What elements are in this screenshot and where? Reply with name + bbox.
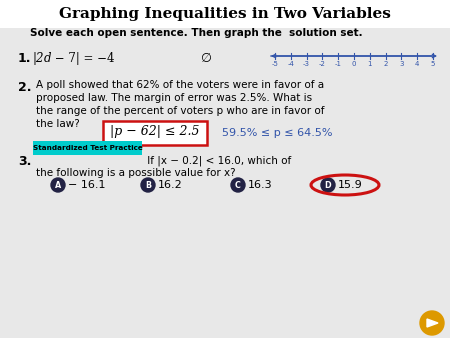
Text: 3: 3 [399, 61, 404, 67]
Text: 2.: 2. [18, 81, 32, 94]
Text: C: C [235, 180, 241, 190]
Text: ∅: ∅ [200, 52, 211, 65]
Text: 16.2: 16.2 [158, 180, 183, 190]
Text: A poll showed that 62% of the voters were in favor of a: A poll showed that 62% of the voters wer… [36, 80, 324, 90]
Text: Graphing Inequalities in Two Variables: Graphing Inequalities in Two Variables [59, 7, 391, 21]
Text: -3: -3 [303, 61, 310, 67]
Text: |2: |2 [32, 52, 44, 65]
Polygon shape [427, 319, 438, 327]
Text: − 7| = −4: − 7| = −4 [51, 52, 114, 65]
Circle shape [420, 311, 444, 335]
Text: -1: -1 [335, 61, 342, 67]
Text: 5: 5 [431, 61, 435, 67]
Text: 59.5% ≤ p ≤ 64.5%: 59.5% ≤ p ≤ 64.5% [222, 128, 333, 138]
Text: 1: 1 [368, 61, 372, 67]
Text: proposed law. The margin of error was 2.5%. What is: proposed law. The margin of error was 2.… [36, 93, 312, 103]
FancyBboxPatch shape [33, 141, 142, 155]
Text: 15.9: 15.9 [338, 180, 363, 190]
Text: 4: 4 [415, 61, 419, 67]
Text: 1.: 1. [18, 52, 32, 65]
Text: Solve each open sentence. Then graph the  solution set.: Solve each open sentence. Then graph the… [30, 28, 363, 38]
Text: the following is a possible value for x?: the following is a possible value for x? [36, 168, 236, 178]
FancyBboxPatch shape [103, 121, 207, 145]
FancyBboxPatch shape [0, 0, 450, 28]
Circle shape [141, 178, 155, 192]
Text: -4: -4 [288, 61, 294, 67]
Text: Standardized Test Practice: Standardized Test Practice [32, 145, 142, 151]
Circle shape [321, 178, 335, 192]
Text: d: d [44, 52, 51, 65]
Text: 16.3: 16.3 [248, 180, 273, 190]
Text: -5: -5 [271, 61, 279, 67]
Text: the range of the percent of voters p who are in favor of: the range of the percent of voters p who… [36, 106, 324, 116]
Text: If |x − 0.2| < 16.0, which of: If |x − 0.2| < 16.0, which of [144, 155, 291, 166]
Text: 0: 0 [352, 61, 356, 67]
Circle shape [231, 178, 245, 192]
Text: the law?: the law? [36, 119, 80, 129]
Text: A: A [55, 180, 61, 190]
Text: B: B [145, 180, 151, 190]
Text: 2: 2 [383, 61, 388, 67]
Text: D: D [325, 180, 331, 190]
Text: |p − 62| ≤ 2.5: |p − 62| ≤ 2.5 [110, 125, 200, 139]
Text: − 16.1: − 16.1 [68, 180, 105, 190]
Circle shape [51, 178, 65, 192]
Text: 3.: 3. [18, 155, 32, 168]
Text: -2: -2 [319, 61, 326, 67]
